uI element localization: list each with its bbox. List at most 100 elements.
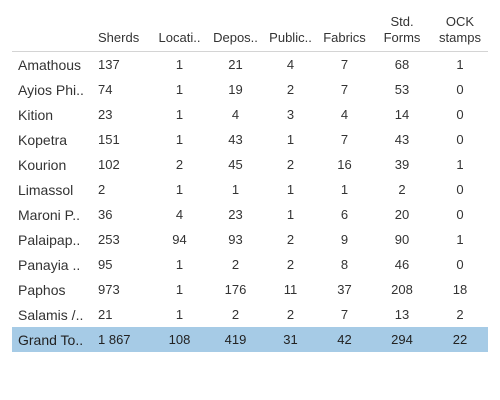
deposits-cell[interactable]: 23 [228, 207, 243, 222]
std-forms-cell[interactable]: 46 [394, 257, 410, 272]
deposits-cell[interactable]: 4 [231, 107, 240, 122]
std-forms-cell[interactable]: 294 [372, 327, 432, 352]
ock-stamps-cell[interactable]: 0 [456, 207, 464, 222]
table-row[interactable]: Kition 23 1 4 3 4 14 0 [12, 102, 488, 127]
site-name-cell[interactable]: Amathous [18, 56, 82, 73]
std-forms-cell[interactable]: 90 [394, 232, 410, 247]
fabrics-cell[interactable]: 7 [340, 132, 349, 147]
fabrics-cell[interactable]: 4 [340, 107, 349, 122]
locations-cell[interactable]: 1 [175, 107, 184, 122]
deposits-cell[interactable]: 1 [231, 182, 240, 197]
deposits-cell[interactable]: 21 [228, 57, 243, 72]
column-header-deposits[interactable]: Depos.. [207, 14, 264, 52]
column-header-fabrics[interactable]: Fabrics [317, 14, 372, 52]
publications-cell[interactable]: 2 [286, 257, 295, 272]
table-row[interactable]: Limassol 2 1 1 1 1 2 0 [12, 177, 488, 202]
sherds-cell[interactable]: 74 [98, 82, 113, 97]
fabrics-cell[interactable]: 7 [340, 82, 349, 97]
ock-stamps-cell[interactable]: 2 [456, 307, 464, 322]
locations-cell[interactable]: 108 [152, 327, 207, 352]
locations-cell[interactable]: 1 [175, 57, 184, 72]
publications-cell[interactable]: 2 [286, 232, 295, 247]
site-name-cell[interactable]: Kition [18, 106, 54, 123]
table-row[interactable]: Ayios Phi.. 74 1 19 2 7 53 0 [12, 77, 488, 102]
publications-cell[interactable]: 11 [283, 282, 298, 297]
site-name-cell[interactable]: Kourion [18, 156, 67, 173]
publications-cell[interactable]: 4 [286, 57, 295, 72]
locations-cell[interactable]: 1 [175, 82, 184, 97]
std-forms-cell[interactable]: 20 [394, 207, 410, 222]
site-name-cell[interactable]: Salamis /.. [18, 306, 84, 323]
std-forms-cell[interactable]: 13 [394, 307, 410, 322]
publications-cell[interactable]: 31 [264, 327, 317, 352]
fabrics-cell[interactable]: 37 [337, 282, 352, 297]
sherds-cell[interactable]: 151 [98, 132, 120, 147]
fabrics-cell[interactable]: 1 [340, 182, 349, 197]
ock-stamps-cell[interactable]: 18 [452, 282, 468, 297]
std-forms-cell[interactable]: 2 [398, 182, 406, 197]
deposits-cell[interactable]: 19 [228, 82, 243, 97]
locations-cell[interactable]: 1 [175, 307, 184, 322]
deposits-cell[interactable]: 45 [228, 157, 243, 172]
grand-total-label[interactable]: Grand To.. [12, 327, 98, 352]
std-forms-cell[interactable]: 43 [394, 132, 410, 147]
fabrics-cell[interactable]: 42 [317, 327, 372, 352]
column-header-publications[interactable]: Public.. [264, 14, 317, 52]
column-header-locations[interactable]: Locati.. [152, 14, 207, 52]
locations-cell[interactable]: 4 [175, 207, 184, 222]
std-forms-cell[interactable]: 53 [394, 82, 410, 97]
ock-stamps-cell[interactable]: 0 [456, 257, 464, 272]
std-forms-cell[interactable]: 208 [391, 282, 413, 297]
deposits-cell[interactable]: 43 [228, 132, 243, 147]
site-name-cell[interactable]: Ayios Phi.. [18, 81, 84, 98]
table-row[interactable]: Kopetra 151 1 43 1 7 43 0 [12, 127, 488, 152]
table-row[interactable]: Kourion 102 2 45 2 16 39 1 [12, 152, 488, 177]
fabrics-cell[interactable]: 6 [340, 207, 349, 222]
ock-stamps-cell[interactable]: 1 [456, 232, 464, 247]
locations-cell[interactable]: 2 [175, 157, 184, 172]
table-row[interactable]: Palaipap.. 253 94 93 2 9 90 1 [12, 227, 488, 252]
fabrics-cell[interactable]: 7 [340, 307, 349, 322]
sherds-cell[interactable]: 2 [98, 182, 106, 197]
deposits-cell[interactable]: 93 [228, 232, 243, 247]
site-name-cell[interactable]: Palaipap.. [18, 231, 81, 248]
fabrics-cell[interactable]: 9 [340, 232, 349, 247]
ock-stamps-cell[interactable]: 0 [456, 182, 464, 197]
table-row[interactable]: Amathous 137 1 21 4 7 68 1 [12, 52, 488, 78]
locations-cell[interactable]: 94 [172, 232, 187, 247]
publications-cell[interactable]: 2 [286, 157, 295, 172]
fabrics-cell[interactable]: 8 [340, 257, 349, 272]
sherds-cell[interactable]: 973 [98, 282, 120, 297]
ock-stamps-cell[interactable]: 0 [456, 132, 464, 147]
site-name-cell[interactable]: Panayia .. [18, 256, 81, 273]
site-name-cell[interactable]: Paphos [18, 281, 66, 298]
sherds-cell[interactable]: 21 [98, 307, 113, 322]
table-row[interactable]: Maroni P.. 36 4 23 1 6 20 0 [12, 202, 488, 227]
ock-stamps-cell[interactable]: 22 [432, 327, 488, 352]
publications-cell[interactable]: 2 [286, 82, 295, 97]
deposits-cell[interactable]: 2 [231, 257, 240, 272]
sherds-cell[interactable]: 36 [98, 207, 113, 222]
site-name-cell[interactable]: Maroni P.. [18, 206, 80, 223]
fabrics-cell[interactable]: 16 [337, 157, 352, 172]
column-header-ock-stamps[interactable]: OCK stamps [432, 14, 488, 52]
table-row[interactable]: Panayia .. 95 1 2 2 8 46 0 [12, 252, 488, 277]
publications-cell[interactable]: 2 [286, 307, 295, 322]
locations-cell[interactable]: 1 [175, 132, 184, 147]
locations-cell[interactable]: 1 [175, 182, 184, 197]
ock-stamps-cell[interactable]: 0 [456, 82, 464, 97]
publications-cell[interactable]: 1 [286, 207, 295, 222]
std-forms-cell[interactable]: 39 [394, 157, 410, 172]
sherds-cell[interactable]: 1 867 [98, 327, 152, 352]
site-name-cell[interactable]: Kopetra [18, 131, 68, 148]
site-name-cell[interactable]: Limassol [18, 181, 74, 198]
publications-cell[interactable]: 1 [286, 182, 295, 197]
sherds-cell[interactable]: 253 [98, 232, 120, 247]
ock-stamps-cell[interactable]: 1 [456, 157, 464, 172]
fabrics-cell[interactable]: 7 [340, 57, 349, 72]
table-row[interactable]: Salamis /.. 21 1 2 2 7 13 2 [12, 302, 488, 327]
publications-cell[interactable]: 3 [286, 107, 295, 122]
sherds-cell[interactable]: 23 [98, 107, 113, 122]
column-header-sherds[interactable]: Sherds [98, 14, 152, 52]
sherds-cell[interactable]: 102 [98, 157, 120, 172]
